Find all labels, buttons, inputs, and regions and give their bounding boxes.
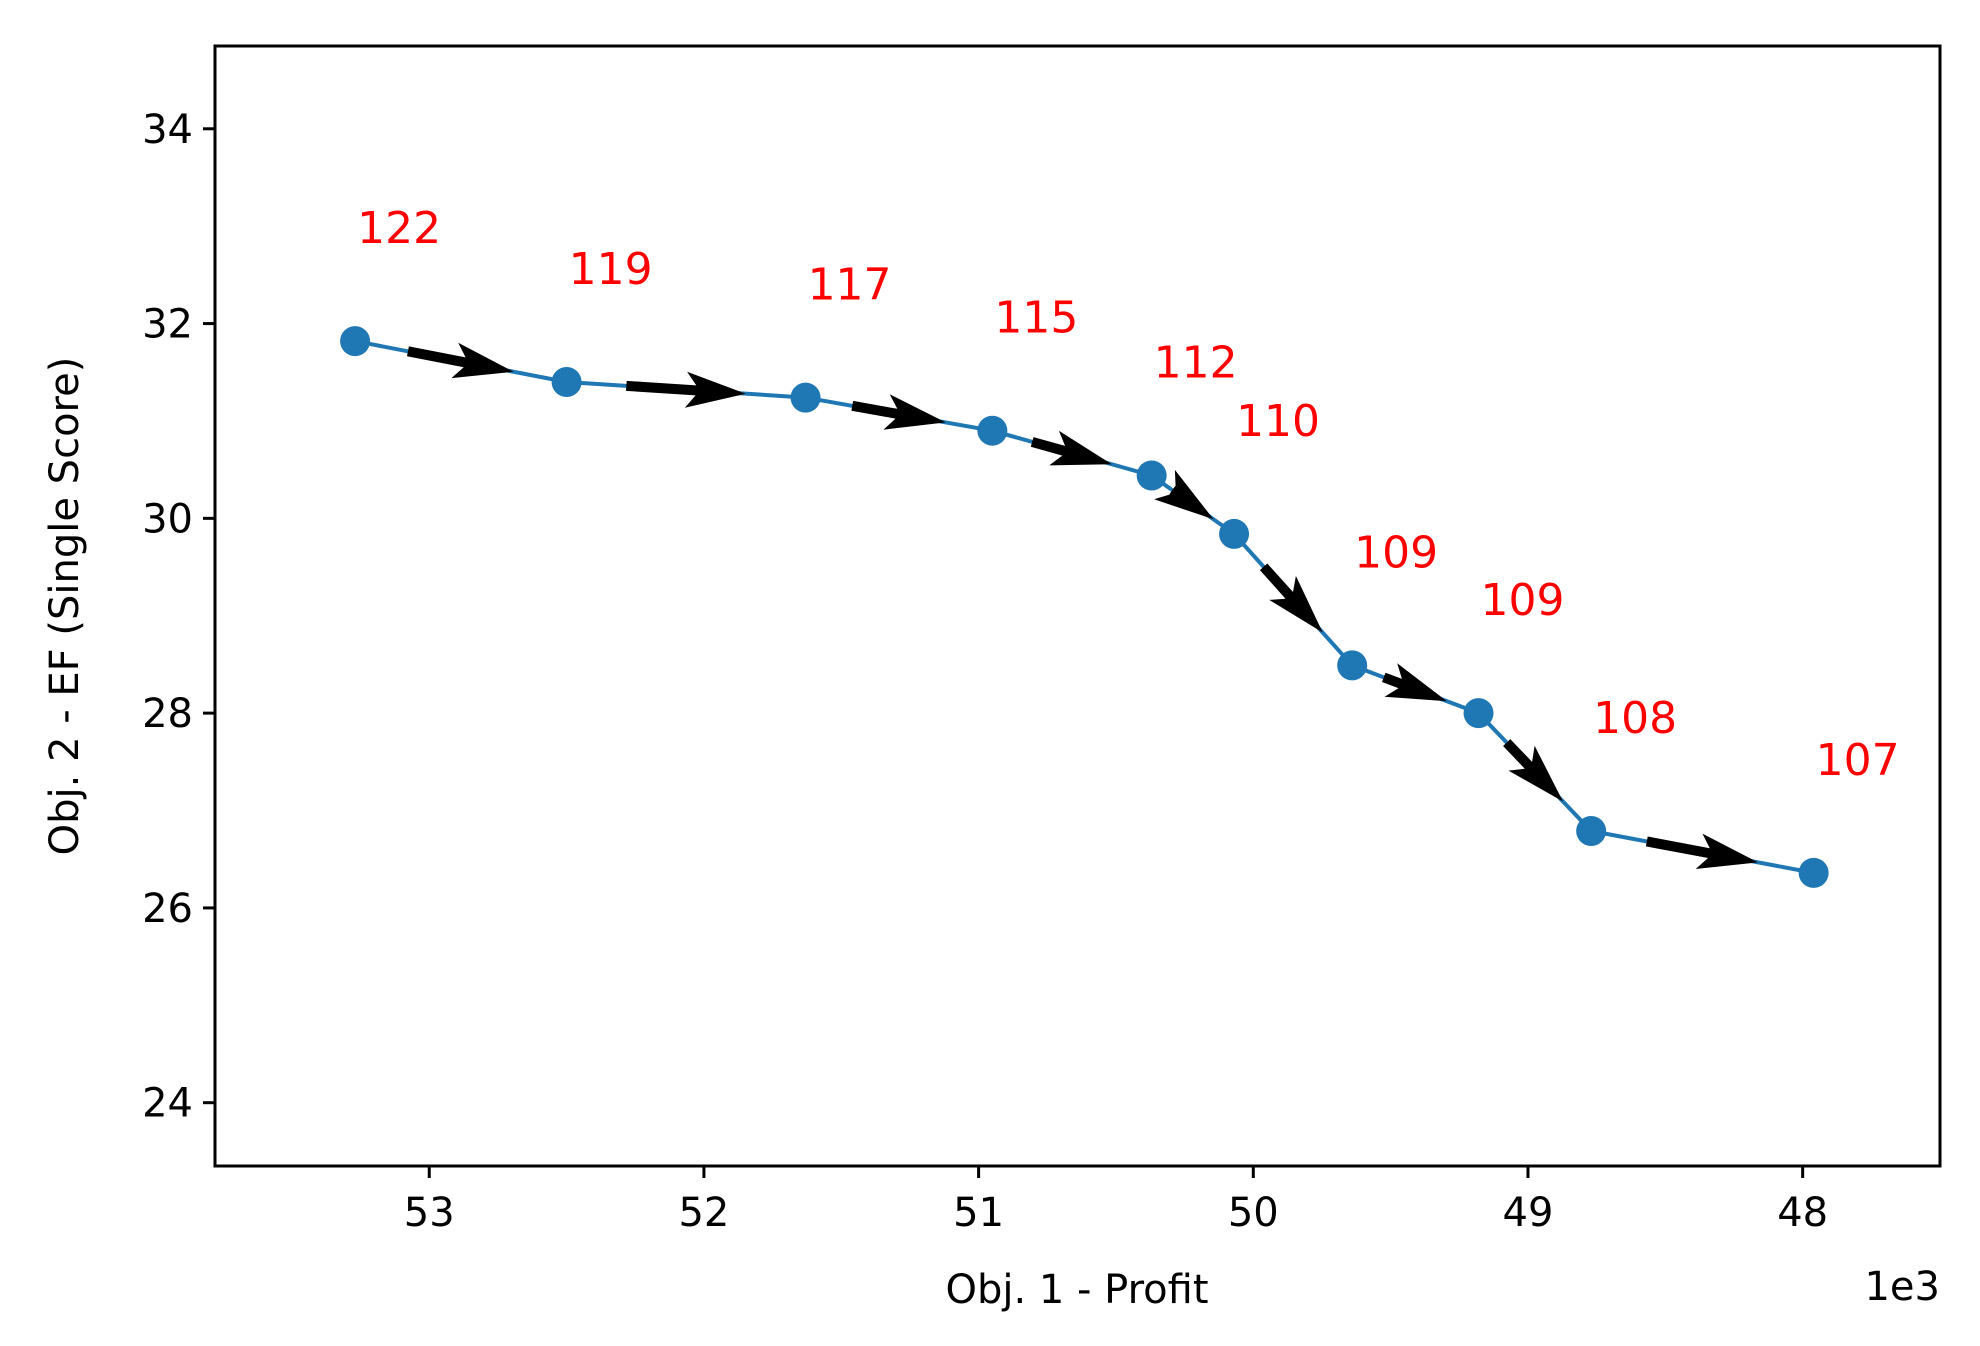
data-point bbox=[1136, 460, 1167, 491]
y-tick-label: 26 bbox=[142, 886, 193, 932]
point-label: 109 bbox=[1481, 575, 1565, 626]
series-layer bbox=[354, 339, 1815, 875]
data-point bbox=[1337, 650, 1368, 681]
y-axis-title: Obj. 2 - EF (Single Score) bbox=[42, 357, 88, 856]
point-label: 112 bbox=[1154, 337, 1238, 388]
direction-arrow bbox=[407, 342, 514, 379]
direction-arrow bbox=[1503, 739, 1563, 802]
data-point bbox=[1576, 815, 1607, 846]
y-tick-label: 24 bbox=[142, 1081, 193, 1127]
marker-layer bbox=[340, 326, 1829, 888]
y-axis-ticks: 24 26 28 30 32 34 bbox=[142, 107, 215, 1127]
point-label: 119 bbox=[569, 244, 653, 295]
x-axis-title: Obj. 1 - Profit bbox=[945, 1267, 1208, 1313]
arrow-layer bbox=[407, 342, 1758, 869]
direction-arrow bbox=[1259, 563, 1323, 633]
point-label: 110 bbox=[1236, 396, 1320, 447]
x-tick-label: 49 bbox=[1503, 1190, 1554, 1236]
data-point bbox=[340, 326, 371, 357]
direction-arrow bbox=[1030, 430, 1112, 466]
direction-arrow bbox=[1382, 663, 1447, 702]
y-tick-label: 28 bbox=[142, 691, 193, 737]
x-tick-label: 53 bbox=[404, 1190, 455, 1236]
point-label: 115 bbox=[994, 293, 1078, 344]
data-point bbox=[1798, 857, 1829, 888]
x-tick-label: 51 bbox=[953, 1190, 1004, 1236]
data-point bbox=[977, 415, 1008, 446]
y-tick-label: 32 bbox=[142, 302, 193, 348]
direction-arrow bbox=[1645, 833, 1758, 869]
direction-arrow bbox=[626, 371, 746, 408]
x-tick-label: 50 bbox=[1228, 1190, 1279, 1236]
x-axis-ticks: 53 52 51 50 49 48 bbox=[404, 1166, 1828, 1236]
data-point bbox=[790, 382, 821, 413]
x-axis-offset-label: 1e3 bbox=[1864, 1264, 1940, 1310]
point-label: 117 bbox=[808, 260, 892, 311]
data-point bbox=[1219, 518, 1250, 549]
plot-frame bbox=[213, 44, 1942, 1168]
y-tick-label: 30 bbox=[142, 496, 193, 542]
point-label: 109 bbox=[1354, 527, 1438, 578]
data-point bbox=[1463, 698, 1494, 729]
direction-arrow bbox=[851, 394, 946, 430]
point-label: 108 bbox=[1593, 693, 1677, 744]
series-line bbox=[354, 339, 1815, 875]
point-label: 107 bbox=[1816, 735, 1900, 786]
x-tick-label: 48 bbox=[1777, 1190, 1828, 1236]
y-tick-label: 34 bbox=[142, 107, 193, 153]
point-label-layer: 122 119 117 115 112 110 109 109 108 107 bbox=[357, 203, 1900, 786]
point-label: 122 bbox=[357, 203, 441, 254]
direction-arrow bbox=[1154, 469, 1214, 520]
x-tick-label: 52 bbox=[678, 1190, 729, 1236]
data-point bbox=[551, 367, 582, 397]
